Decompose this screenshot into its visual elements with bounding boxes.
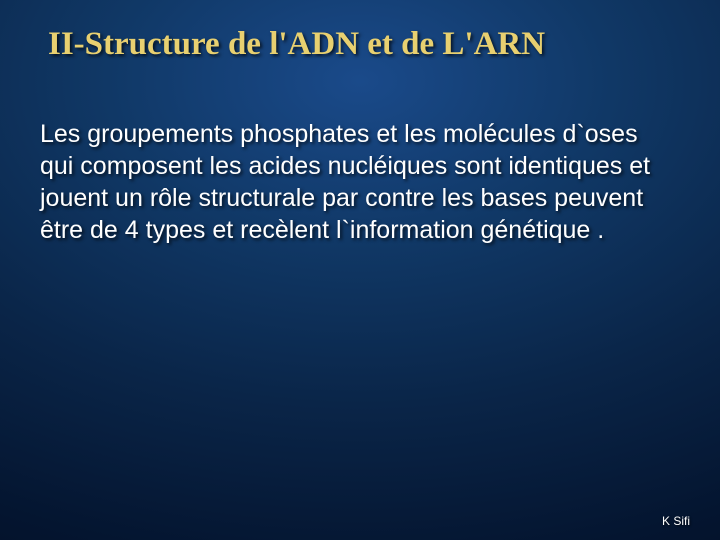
slide-body-text: Les groupements phosphates et les molécu… [40, 118, 672, 246]
slide-footer-author: K Sifi [662, 514, 690, 528]
slide-title: II-Structure de l'ADN et de L'ARN [48, 26, 672, 64]
slide-container: II-Structure de l'ADN et de L'ARN Les gr… [0, 0, 720, 540]
